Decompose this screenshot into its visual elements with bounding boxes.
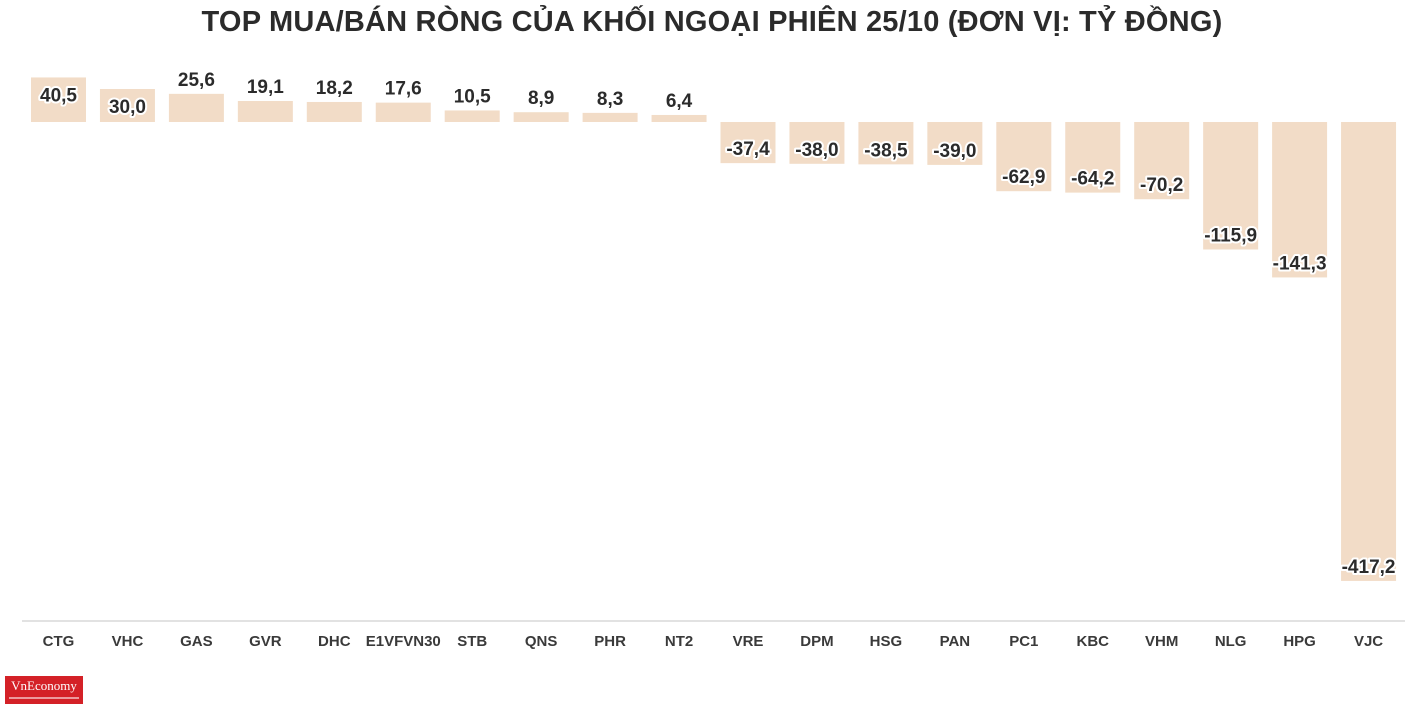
- chart-title: TOP MUA/BÁN RÒNG CỦA KHỐI NGOẠI PHIÊN 25…: [201, 6, 1223, 38]
- x-tick-label-kbc: KBC: [1077, 633, 1110, 650]
- value-label-vhm: -70,2: [1140, 175, 1183, 196]
- value-label-phr: 8,3: [597, 89, 623, 110]
- value-label-ctg: 40,5: [40, 85, 77, 106]
- x-tick-label-nt2: NT2: [665, 633, 693, 650]
- bar-stb: [444, 110, 500, 122]
- x-tick-label-pc1: PC1: [1009, 633, 1038, 650]
- bar-gas: [168, 93, 224, 122]
- bar-hsg: [858, 122, 914, 165]
- bar-vhc: [99, 89, 155, 122]
- vneconomy-logo: VnEconomy: [5, 676, 83, 704]
- x-tick-label-vre: VRE: [733, 633, 764, 650]
- bar-pan: [927, 122, 983, 165]
- bar-dhc: [306, 101, 362, 122]
- bar-hpg: [1272, 122, 1328, 278]
- value-label-dhc: 18,2: [316, 78, 353, 99]
- x-tick-label-qns: QNS: [525, 633, 558, 650]
- value-label-gvr: 19,1: [247, 77, 284, 98]
- bar-pc1: [996, 122, 1052, 192]
- bar-nlg: [1203, 122, 1259, 250]
- value-label-nlg: -115,9: [1204, 225, 1257, 246]
- bar-nt2: [651, 114, 707, 122]
- value-label-pan: -39,0: [933, 141, 976, 162]
- value-label-nt2: 6,4: [666, 91, 693, 112]
- bars-group: [31, 77, 1397, 581]
- value-label-vhc: 30,0: [109, 97, 146, 118]
- bar-phr: [582, 112, 638, 122]
- logo-text: VnEconomy: [11, 678, 77, 693]
- bar-vhm: [1134, 122, 1190, 200]
- value-label-hpg: -141,3: [1273, 253, 1327, 274]
- x-tick-label-hpg: HPG: [1283, 633, 1316, 650]
- bar-vre: [720, 122, 776, 164]
- x-tick-label-ctg: CTG: [43, 633, 75, 650]
- x-tick-label-pan: PAN: [940, 633, 971, 650]
- bar-dpm: [789, 122, 845, 164]
- value-label-stb: 10,5: [454, 86, 491, 107]
- value-label-vre: -37,4: [726, 139, 770, 160]
- x-tick-label-vjc: VJC: [1354, 633, 1383, 650]
- bar-e1vfvn30: [375, 102, 431, 122]
- x-tick-labels-group: CTG VHC GAS GVR DHC E1VFVN30 STB QNS PHR NT2 VRE DP…: [43, 633, 1384, 650]
- value-labels-group: 40,5 30,0 25,6 19,1 18,2 17,6 10,5 8,9 8,3 6,4 -37…: [38, 68, 1397, 580]
- x-tick-label-dhc: DHC: [318, 633, 351, 650]
- value-label-gas: 25,6: [178, 70, 215, 91]
- x-tick-label-e1vfvn30: E1VFVN30: [366, 633, 441, 650]
- x-tick-label-vhc: VHC: [112, 633, 144, 650]
- value-label-hsg: -38,5: [864, 140, 908, 161]
- x-tick-label-stb: STB: [457, 633, 487, 650]
- bar-ctg: [31, 77, 86, 122]
- bar-vjc: [1341, 122, 1397, 581]
- value-label-pc1: -62,9: [1002, 167, 1045, 188]
- x-tick-label-gas: GAS: [180, 633, 213, 650]
- x-tick-label-hsg: HSG: [870, 633, 903, 650]
- value-label-vjc: -417,2: [1342, 557, 1396, 578]
- x-tick-label-phr: PHR: [594, 633, 626, 650]
- x-tick-label-vhm: VHM: [1145, 633, 1178, 650]
- logo-tagline-line: [9, 697, 79, 699]
- x-tick-label-gvr: GVR: [249, 633, 282, 650]
- x-tick-label-dpm: DPM: [800, 633, 833, 650]
- bar-gvr: [237, 100, 293, 122]
- value-label-kbc: -64,2: [1071, 169, 1114, 190]
- value-label-qns: 8,9: [528, 88, 554, 109]
- bar-kbc: [1065, 122, 1121, 193]
- value-label-dpm: -38,0: [795, 140, 838, 161]
- value-label-e1vfvn30: 17,6: [385, 79, 422, 100]
- x-tick-label-nlg: NLG: [1215, 633, 1247, 650]
- bar-qns: [513, 112, 569, 122]
